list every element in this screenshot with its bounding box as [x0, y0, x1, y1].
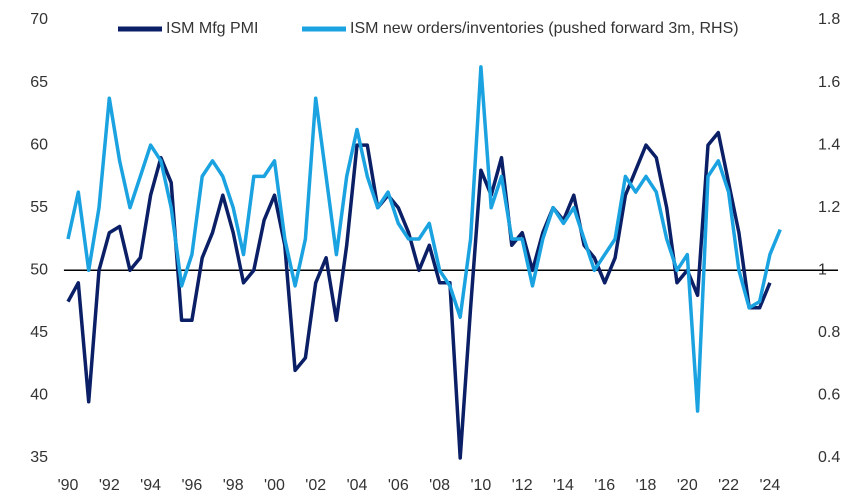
y2-tick-label: 1.4: [818, 136, 840, 153]
x-tick-label: '16: [594, 477, 615, 494]
x-tick-label: '04: [347, 477, 368, 494]
x-tick-label: '02: [305, 477, 326, 494]
x-tick-label: '98: [223, 477, 244, 494]
y2-tick-label: 0.8: [818, 324, 840, 341]
y-tick-label: 50: [30, 262, 48, 279]
y2-tick-label: 1.8: [818, 11, 840, 28]
x-tick-label: '96: [181, 477, 202, 494]
x-tick-label: '12: [512, 477, 533, 494]
x-tick-label: '10: [470, 477, 491, 494]
legend-label: ISM new orders/inventories (pushed forwa…: [350, 20, 739, 37]
y2-tick-label: 0.6: [818, 387, 840, 404]
y-tick-label: 40: [30, 387, 48, 404]
series-line: [66, 130, 772, 460]
y2-tick-label: 1.2: [818, 199, 840, 216]
x-tick-label: '00: [264, 477, 285, 494]
x-tick-label: '06: [388, 477, 409, 494]
y-tick-label: 55: [30, 199, 48, 216]
x-tick-label: '94: [140, 477, 161, 494]
x-tick-label: '14: [553, 477, 574, 494]
y2-tick-label: 1.6: [818, 74, 840, 91]
x-tick-label: '08: [429, 477, 450, 494]
y-tick-label: 65: [30, 74, 48, 91]
x-tick-label: '92: [99, 477, 120, 494]
x-tick-label: '20: [677, 477, 698, 494]
y-tick-label: 45: [30, 324, 48, 341]
x-tick-label: '22: [718, 477, 739, 494]
legend-label: ISM Mfg PMI: [166, 20, 258, 37]
y-tick-label: 70: [30, 11, 48, 28]
x-tick-label: '24: [759, 477, 780, 494]
y2-tick-label: 0.4: [818, 449, 840, 466]
x-tick-label: '90: [58, 477, 79, 494]
y-tick-label: 35: [30, 449, 48, 466]
series-line: [66, 65, 782, 413]
y-tick-label: 60: [30, 136, 48, 153]
x-tick-label: '18: [636, 477, 657, 494]
